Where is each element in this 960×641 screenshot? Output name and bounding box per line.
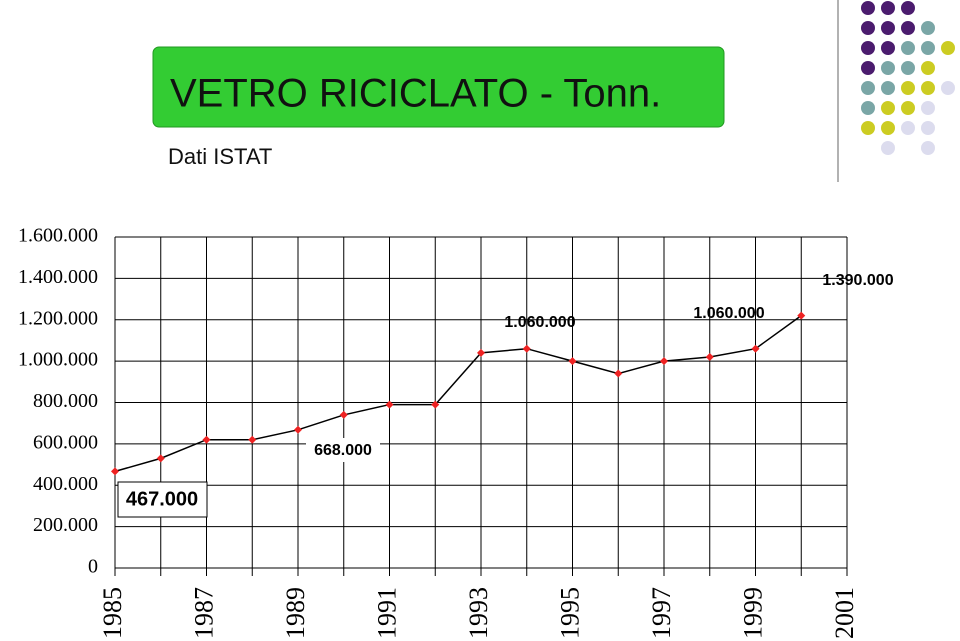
marker: [705, 352, 714, 361]
marker: [614, 369, 623, 378]
dot: [901, 21, 915, 35]
marker: [156, 454, 165, 463]
dot: [921, 141, 935, 155]
marker: [522, 344, 531, 353]
annotation: 668.000: [314, 442, 372, 459]
dot: [921, 101, 935, 115]
dot: [861, 61, 875, 75]
dot: [881, 121, 895, 135]
dot: [941, 41, 955, 55]
y-tick-label: 1.200.000: [18, 307, 98, 329]
marker: [294, 425, 302, 434]
dot: [921, 61, 935, 75]
x-tick-label: 1987: [189, 587, 218, 639]
y-tick-label: 1.000.000: [18, 349, 98, 371]
marker: [202, 435, 211, 444]
x-tick-label: 1989: [281, 587, 310, 639]
chart-title: VETRO RICICLATO - Tonn.: [170, 72, 661, 116]
marker: [751, 344, 760, 353]
dot: [881, 41, 895, 55]
plot: 0 200.000 400.000 600.000 800.000 1.000.000 1.…: [18, 225, 859, 639]
dot: [921, 21, 935, 35]
subtitle: Dati ISTAT: [168, 144, 272, 169]
dot: [861, 1, 875, 15]
dot: [941, 81, 955, 95]
x-tick-label: 1985: [98, 587, 127, 639]
marker: [431, 400, 440, 409]
y-tick-label: 600.000: [33, 431, 98, 453]
dot: [901, 61, 915, 75]
dot: [861, 121, 875, 135]
y-tick-label: 400.000: [33, 473, 98, 495]
y-tick-label: 800.000: [33, 390, 98, 412]
x-tick-label: 2001: [830, 587, 859, 639]
dot: [901, 41, 915, 55]
annotations: 467.000 668.000 1.060.000 1.060.000 1.39…: [117, 272, 894, 518]
marker: [339, 410, 348, 419]
dot: [921, 121, 935, 135]
dot: [921, 81, 935, 95]
y-tick-label: 1.600.000: [18, 225, 98, 247]
marker: [797, 311, 806, 320]
marker: [111, 467, 119, 476]
dot: [881, 1, 895, 15]
x-tick-label: 1997: [647, 587, 676, 639]
dot: [881, 61, 895, 75]
dot: [861, 21, 875, 35]
annotation-box: [117, 481, 208, 518]
y-tick-label: 200.000: [33, 514, 98, 536]
line: [114, 315, 802, 473]
dot: [901, 1, 915, 15]
dot: [881, 141, 895, 155]
marker: [385, 400, 394, 409]
x-tick-label: 1991: [372, 587, 401, 639]
x-tick-label: 1999: [738, 587, 767, 639]
dot: [901, 101, 915, 115]
x-tick-label: 1995: [555, 587, 584, 639]
marker: [568, 357, 577, 366]
marker: [660, 357, 668, 366]
marker: [248, 435, 257, 444]
dot: [901, 81, 915, 95]
dot: [881, 101, 895, 115]
x-tick-label: 1993: [464, 587, 493, 639]
dot: [921, 41, 935, 55]
annotation: 467.000: [126, 488, 198, 510]
dot: [861, 41, 875, 55]
marker: [477, 348, 485, 357]
title-box: [152, 46, 725, 128]
annotation: 1.060.000: [693, 305, 764, 322]
dot: [881, 21, 895, 35]
y-tick-label: 1.400.000: [18, 266, 98, 288]
dot: [861, 81, 875, 95]
annotation-box: [306, 438, 380, 462]
decoration: [837, 0, 955, 182]
annotation: 1.390.000: [822, 272, 893, 289]
dot: [901, 121, 915, 135]
y-tick-label: 0: [88, 556, 98, 578]
dot: [881, 81, 895, 95]
dot: [861, 101, 875, 115]
annotation: 1.060.000: [504, 314, 575, 331]
